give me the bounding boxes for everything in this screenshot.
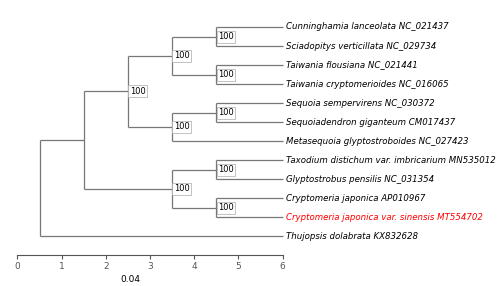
Text: Taiwania flousiana NC_021441: Taiwania flousiana NC_021441 [286, 61, 418, 69]
Text: 100: 100 [130, 87, 146, 96]
Text: Sequoiadendron giganteum CM017437: Sequoiadendron giganteum CM017437 [286, 118, 455, 127]
Text: 100: 100 [174, 184, 190, 193]
Text: Cunninghamia lanceolata NC_021437: Cunninghamia lanceolata NC_021437 [286, 23, 448, 31]
Text: 100: 100 [218, 165, 234, 174]
Text: Metasequoia glyptostroboides NC_027423: Metasequoia glyptostroboides NC_027423 [286, 137, 468, 146]
Text: Cryptomeria japonica AP010967: Cryptomeria japonica AP010967 [286, 194, 425, 203]
Text: 100: 100 [174, 51, 190, 60]
Text: Taxodium distichum var. imbricarium MN535012: Taxodium distichum var. imbricarium MN53… [286, 156, 496, 165]
Text: Sequoia sempervirens NC_030372: Sequoia sempervirens NC_030372 [286, 99, 434, 108]
Text: Sciadopitys verticillata NC_029734: Sciadopitys verticillata NC_029734 [286, 41, 436, 51]
Text: Taiwania cryptomerioides NC_016065: Taiwania cryptomerioides NC_016065 [286, 80, 448, 89]
Text: 100: 100 [218, 32, 234, 41]
Text: Glyptostrobus pensilis NC_031354: Glyptostrobus pensilis NC_031354 [286, 175, 434, 184]
Text: 0.04: 0.04 [120, 275, 140, 284]
Text: 100: 100 [218, 108, 234, 117]
Text: 100: 100 [218, 70, 234, 79]
Text: Thujopsis dolabrata KX832628: Thujopsis dolabrata KX832628 [286, 232, 418, 241]
Text: 100: 100 [174, 122, 190, 131]
Text: 100: 100 [218, 203, 234, 212]
Text: Cryptomeria japonica var. sinensis MT554702: Cryptomeria japonica var. sinensis MT554… [286, 213, 482, 222]
